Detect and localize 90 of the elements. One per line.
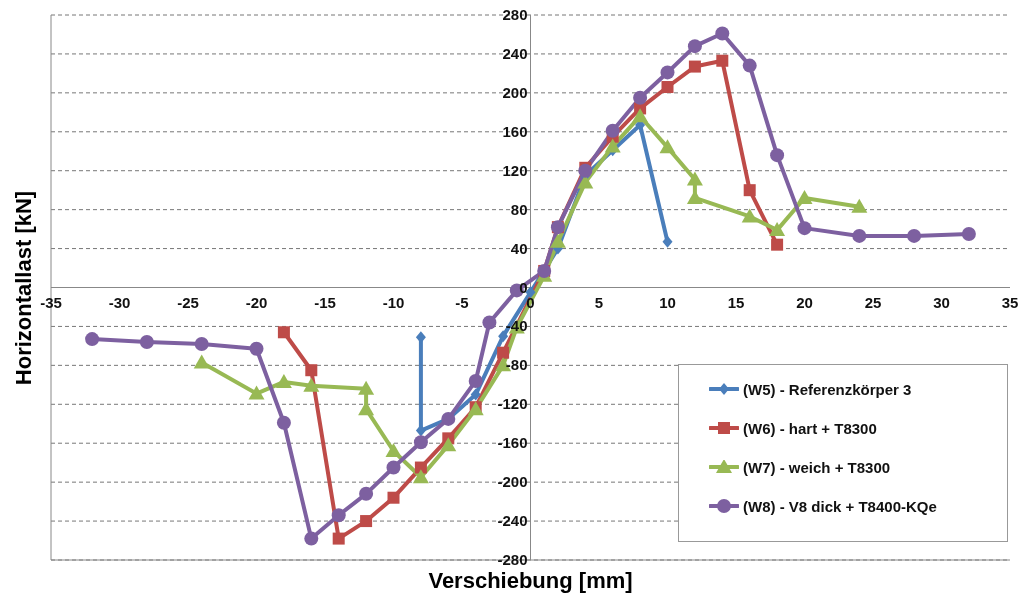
point [497, 346, 510, 359]
point [470, 388, 481, 401]
y-axis-title: Horizontallast [kN] [11, 190, 37, 385]
point [549, 233, 566, 248]
y-tick-label: 120 [502, 161, 528, 179]
point [275, 373, 292, 388]
y-tick-label: 280 [502, 6, 528, 23]
point [139, 335, 154, 349]
y-tick-label: -240 [497, 512, 528, 530]
point [687, 39, 702, 54]
y-tick-label: 80 [510, 200, 528, 218]
point [277, 326, 290, 339]
x-tick-label: 35 [1001, 293, 1019, 311]
y-tick-label: 240 [502, 44, 528, 62]
point [386, 460, 401, 475]
point [852, 228, 867, 243]
point [605, 123, 620, 138]
point [796, 189, 813, 204]
legend-label: (W7) - weich + T8300 [743, 458, 891, 476]
point [359, 486, 374, 501]
y-tick-label: 200 [502, 83, 528, 101]
point [961, 226, 976, 241]
point [715, 26, 730, 41]
point [85, 332, 100, 347]
y-tick-label: -120 [497, 395, 528, 413]
y-tick-label: -40 [505, 317, 528, 335]
point [482, 315, 497, 330]
point [413, 435, 428, 450]
point [304, 531, 319, 546]
y-tick-label: -160 [497, 434, 528, 452]
point [249, 341, 264, 356]
legend-label: (W6) - hart + T8300 [743, 419, 877, 437]
point [660, 65, 675, 80]
point [305, 364, 318, 377]
y-tick-label: -80 [505, 356, 528, 374]
point [662, 235, 673, 248]
y-tick-label: -280 [497, 551, 528, 568]
point [741, 208, 758, 223]
x-tick-label: -35 [40, 293, 62, 311]
legend-label: (W5) - Referenzkörper 3 [743, 380, 912, 398]
point [468, 373, 483, 388]
x-tick-label: 20 [796, 293, 813, 311]
x-tick-label: -10 [382, 293, 405, 311]
point [661, 81, 674, 94]
x-tick-label: 25 [864, 293, 882, 311]
x-axis-title: Verschiebung [mm] [428, 568, 633, 594]
x-tick-label: -20 [245, 293, 268, 311]
point [604, 138, 621, 153]
point [771, 238, 784, 251]
x-tick-label: 30 [933, 293, 950, 311]
point [358, 380, 375, 395]
point [688, 60, 701, 73]
point [276, 415, 291, 430]
point [659, 139, 676, 154]
point [797, 221, 812, 236]
point [387, 491, 400, 504]
point [632, 108, 649, 123]
point [414, 461, 427, 474]
y-tick-label: 160 [502, 122, 528, 140]
point [440, 437, 457, 452]
point [907, 228, 922, 243]
y-tick-label: 40 [510, 239, 528, 257]
point [412, 469, 429, 484]
point [633, 90, 648, 105]
point [769, 222, 786, 237]
point [385, 443, 402, 457]
point [686, 171, 703, 186]
point [770, 148, 785, 163]
legend-label: (W8) - V8 dick + T8400-KQe [743, 497, 937, 515]
x-tick-label: 5 [594, 293, 604, 311]
point [578, 163, 593, 178]
x-tick-label: 10 [659, 293, 676, 311]
point [498, 330, 509, 343]
y-tick-label: -200 [497, 473, 528, 491]
x-tick-label: 15 [727, 293, 745, 311]
point [248, 385, 265, 400]
point [303, 377, 320, 392]
point [742, 58, 757, 73]
point [716, 54, 729, 67]
x-tick-label: -25 [177, 293, 199, 311]
point [193, 354, 210, 369]
point [851, 198, 868, 213]
x-tick-label: -15 [314, 293, 336, 311]
x-tick-label: -5 [455, 293, 469, 311]
point [331, 508, 346, 523]
point [194, 336, 209, 351]
point [332, 532, 345, 545]
point [360, 515, 373, 528]
point [743, 184, 756, 197]
x-tick-label: -30 [108, 293, 131, 311]
